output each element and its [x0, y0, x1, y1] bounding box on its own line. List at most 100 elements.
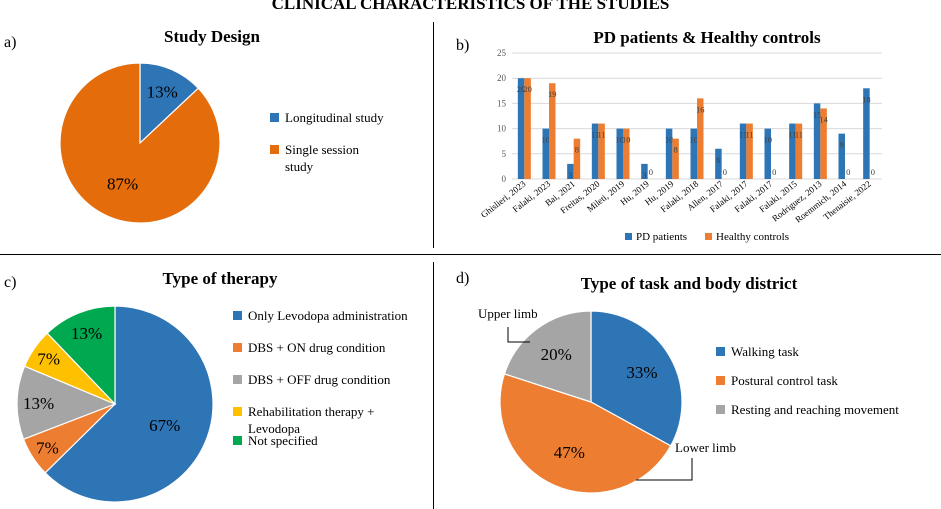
pie-value-label: 67%: [149, 416, 180, 435]
bar-data-label: 10: [616, 135, 625, 145]
y-tick-label: 25: [497, 48, 507, 58]
bar-hc: [820, 108, 827, 179]
bar-data-label: 6: [716, 155, 720, 165]
legend-swatch: [705, 233, 712, 240]
panel-label: c): [4, 274, 16, 291]
bar-data-label: 14: [819, 114, 828, 124]
pie-value-label: 13%: [71, 324, 102, 343]
y-tick-label: 0: [502, 174, 507, 184]
legend-swatch: [233, 436, 242, 445]
bar-hc: [746, 123, 753, 179]
bar-hc: [598, 123, 605, 179]
legend-label: PD patients: [636, 231, 687, 243]
vertical-divider-bottom: [433, 262, 434, 509]
panel-label: b): [456, 37, 469, 54]
legend-label: Not specified: [248, 433, 318, 448]
bar-hc: [549, 83, 556, 179]
bar-pd: [715, 148, 722, 179]
vertical-divider-top: [433, 22, 434, 248]
bar-data-label: 11: [788, 130, 796, 140]
bar-hc: [623, 128, 630, 179]
bar-pd: [863, 88, 870, 179]
bar-data-label: 10: [542, 135, 551, 145]
bar-data-label: 8: [575, 145, 579, 155]
bar-data-label: 9: [840, 140, 844, 150]
pie-slice-2: [59, 62, 221, 224]
y-tick-label: 20: [497, 73, 507, 83]
bar-pd: [517, 78, 525, 179]
bar-data-label: 15: [813, 109, 822, 119]
panel-title: Study Design: [164, 27, 260, 46]
bar-data-label: 10: [690, 135, 699, 145]
pie-value-label: 20%: [541, 345, 572, 364]
annotation-upper-limb: Upper limb: [478, 306, 538, 321]
bar-pd: [665, 128, 673, 179]
bar-pd: [542, 128, 549, 179]
pie-value-label: 13%: [147, 83, 178, 102]
main-title: CLINICAL CHARACTERISTICS OF THE STUDIES: [271, 0, 670, 13]
bar-data-label: 20: [523, 84, 532, 94]
bar-pd: [813, 103, 821, 179]
bar-data-label: 3: [642, 170, 646, 180]
legend-label: Walking task: [731, 344, 799, 359]
y-tick-label: 5: [502, 149, 507, 159]
pie-slice-1: [44, 305, 214, 503]
bar-data-label: 11: [739, 130, 747, 140]
legend-label: Resting and reaching movement: [731, 402, 899, 417]
bar-pd: [838, 133, 845, 179]
annotation-line: [507, 327, 530, 343]
bar-pd: [690, 128, 697, 179]
bar-data-label: 0: [772, 167, 776, 177]
bar-data-label: 10: [622, 135, 631, 145]
pie-value-label: 7%: [37, 349, 60, 368]
pie-slice-3: [503, 310, 592, 403]
legend-swatch: [270, 145, 279, 154]
bar-data-label: 11: [591, 130, 599, 140]
bar-data-label: 20: [517, 84, 526, 94]
bar-data-label: 0: [871, 167, 875, 177]
bar-hc: [573, 138, 581, 179]
legend-swatch: [233, 375, 242, 384]
bar-pd: [739, 123, 747, 179]
legend-label: study: [285, 159, 314, 174]
pie-value-label: 33%: [626, 363, 657, 382]
pie-value-label: 13%: [23, 394, 54, 413]
legend-label: DBS + OFF drug condition: [248, 372, 391, 387]
bar-pd: [789, 123, 796, 179]
bar-pd: [591, 123, 599, 179]
pie-value-label: 87%: [107, 174, 138, 193]
panel-label: a): [4, 34, 16, 51]
annotation-line: [636, 458, 693, 481]
pie-slice-3: [16, 365, 117, 440]
bar-data-label: 10: [665, 135, 674, 145]
bar-data-label: 8: [673, 145, 677, 155]
legend-swatch: [233, 311, 242, 320]
bar-pd: [567, 163, 574, 179]
bar-pd: [641, 163, 648, 179]
pie-slice-1: [590, 310, 683, 447]
bar-pd: [764, 128, 771, 179]
bar-hc: [795, 123, 803, 179]
legend-label: DBS + ON drug condition: [248, 340, 386, 355]
pie-slice-5: [46, 305, 116, 406]
bar-data-label: 18: [862, 94, 871, 104]
bar-data-label: 11: [745, 130, 753, 140]
bar-data-label: 0: [649, 167, 653, 177]
legend-label: Postural control task: [731, 373, 838, 388]
panel-title: Type of therapy: [163, 269, 278, 288]
pie-value-label: 47%: [554, 443, 585, 462]
legend-label: Healthy controls: [716, 231, 789, 243]
annotation-lower-limb: Lower limb: [675, 440, 736, 455]
panel-title: Type of task and body district: [581, 274, 798, 293]
legend-label: Levodopa: [248, 421, 300, 436]
bar-data-label: 3: [568, 170, 572, 180]
legend-label: Single session: [285, 142, 360, 157]
legend-swatch: [270, 113, 279, 122]
bar-data-label: 19: [548, 89, 557, 99]
panel-label: d): [456, 270, 469, 287]
legend-swatch: [716, 347, 725, 356]
y-tick-label: 10: [497, 124, 507, 134]
panel-title: PD patients & Healthy controls: [593, 28, 821, 47]
bar-data-label: 16: [696, 104, 705, 114]
